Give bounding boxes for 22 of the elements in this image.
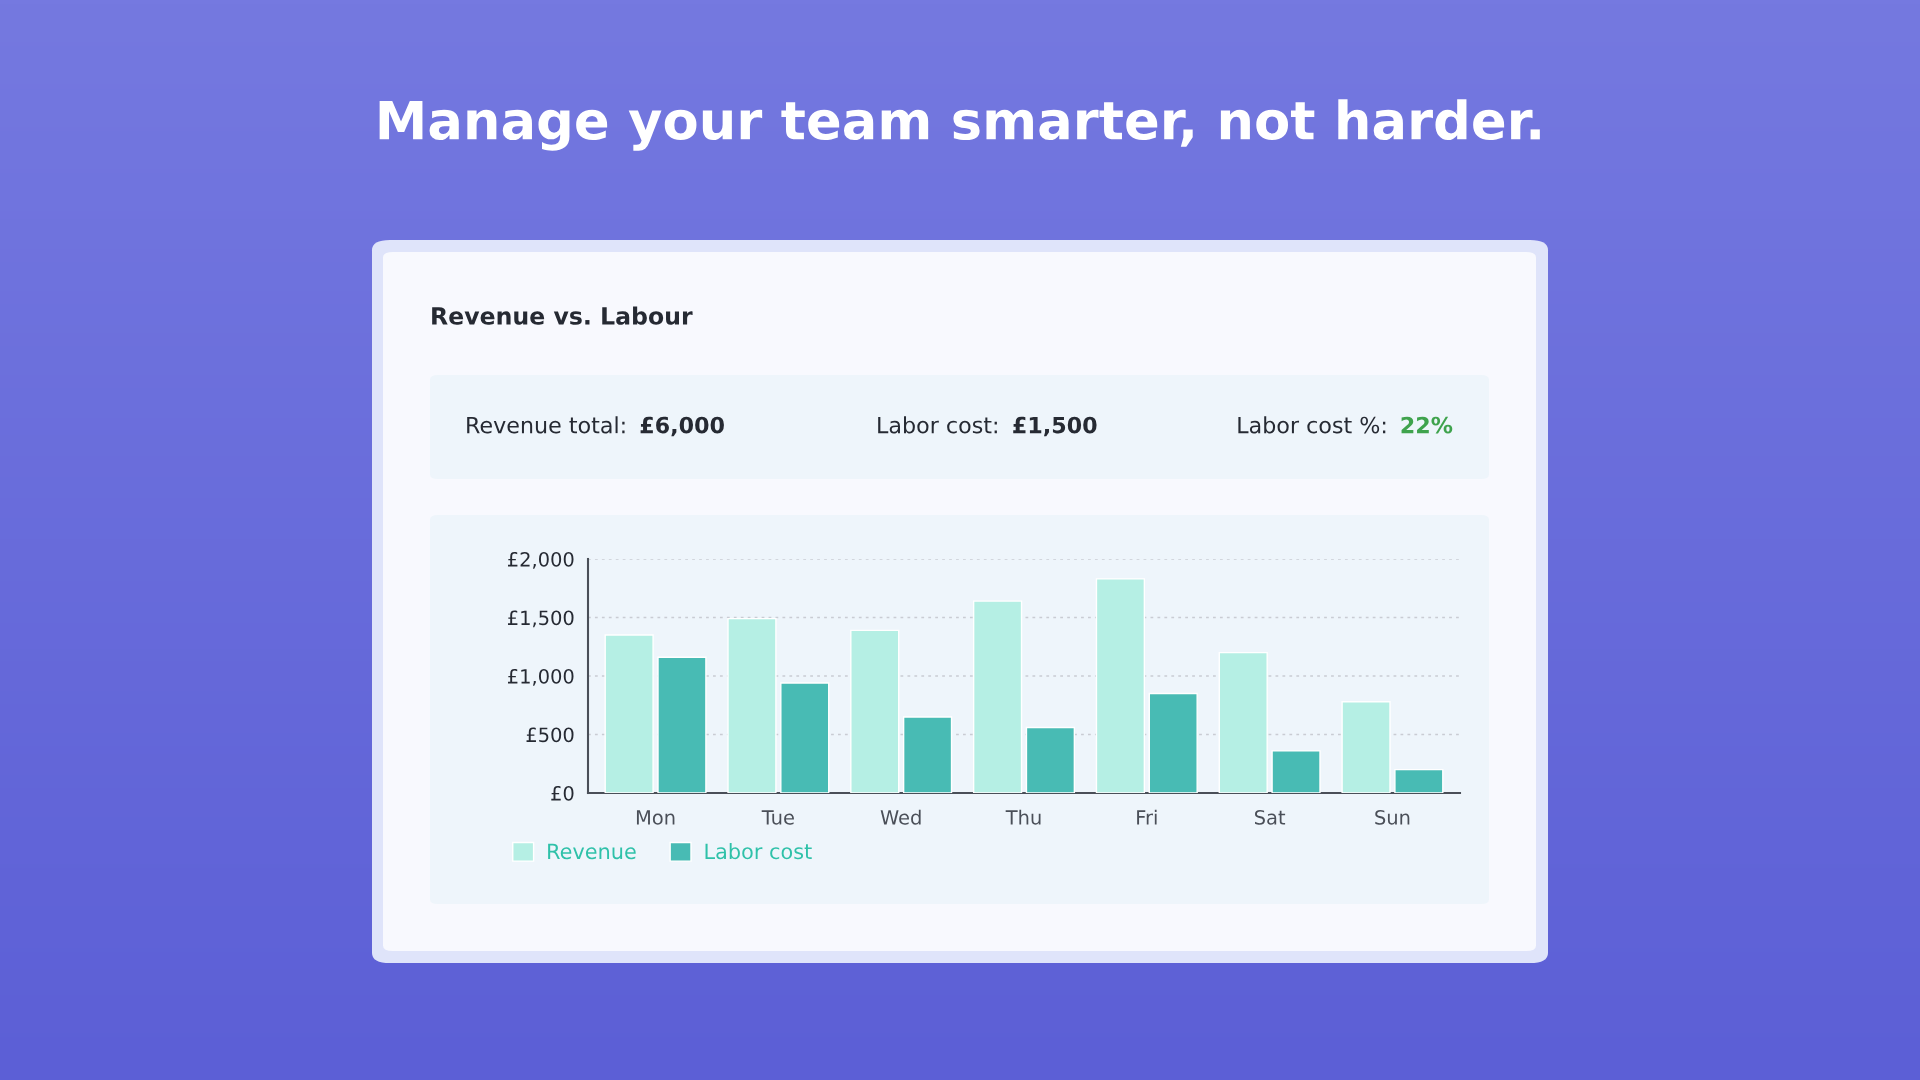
chart-title: Manage your team smarter, not harder. <box>379 99 1540 151</box>
legend-label: Revenue <box>548 843 636 860</box>
chart-subtitle: Revenue vs. Labour <box>432 306 693 325</box>
legend-label: Labor cost <box>705 843 812 860</box>
text: 22% <box>1401 416 1453 434</box>
y-tick-label: £1,500 <box>507 610 574 628</box>
x-tick-label: Fri <box>1137 809 1157 825</box>
x-tick-label: Sat <box>1254 810 1286 825</box>
text: Labor cost %: <box>1238 416 1386 434</box>
x-tick-label: Tue <box>761 810 794 825</box>
y-tick-label: £500 <box>526 727 574 743</box>
text: £6,000 <box>640 416 724 437</box>
text: Revenue total: <box>467 416 625 434</box>
y-tick-label: £0 <box>551 785 574 801</box>
x-tick-label: Thu <box>1005 809 1041 825</box>
y-tick-label: £2,000 <box>507 551 574 569</box>
text: Labor cost: <box>878 416 997 434</box>
x-tick-label: Sun <box>1375 810 1410 825</box>
x-tick-label: Mon <box>636 810 675 825</box>
y-tick-label: £1,000 <box>507 668 574 686</box>
x-tick-label: Wed <box>880 809 921 825</box>
text: £1,500 <box>1013 416 1097 437</box>
